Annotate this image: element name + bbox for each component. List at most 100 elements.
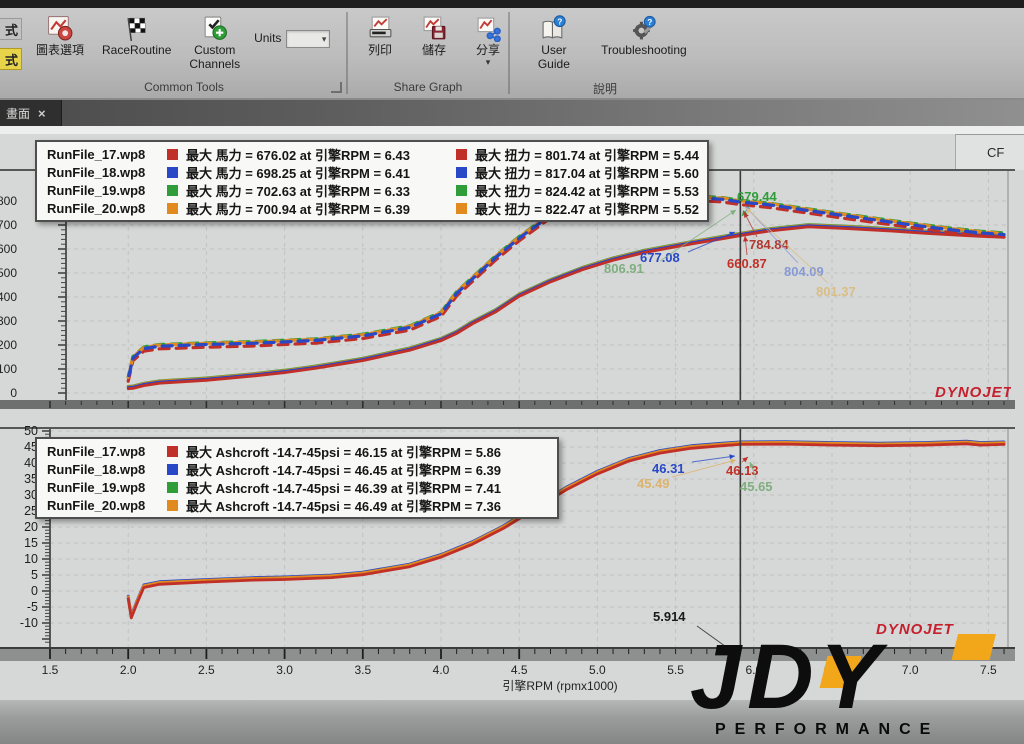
legend-max-boost-stat: 最大 Ashcroft -14.7-45psi = 46.45 at 引擎RPM…: [186, 462, 502, 478]
race-routine-label: RaceRoutine: [102, 43, 172, 57]
share-icon: [474, 14, 502, 42]
legend-color-swatch: [456, 166, 467, 178]
legend-run-file: RunFile_17.wp8: [47, 146, 146, 162]
legend-color-swatch: [167, 202, 178, 214]
group-label-share-graph: Share Graph: [393, 80, 463, 94]
legend-color-swatch: [167, 445, 178, 457]
close-tab-icon[interactable]: ×: [38, 105, 46, 121]
panel-bottom-band: [0, 700, 1024, 744]
jdy-yellow-accent: [819, 656, 862, 688]
chart-options-button[interactable]: 圖表選項: [32, 12, 88, 60]
legend-color-swatch: [456, 202, 467, 214]
group-label-help: 說明: [592, 82, 617, 96]
legend-row: RunFile_18.wp8 最大 馬力 = 698.25 at 引擎RPM = …: [47, 163, 699, 181]
legend-row: RunFile_17.wp8 最大 Ashcroft -14.7-45psi = …: [47, 442, 549, 460]
troubleshooting-label: Troubleshooting: [601, 43, 687, 57]
legend-color-swatch: [167, 463, 178, 475]
svg-text:?: ?: [558, 16, 563, 26]
legend-row: RunFile_18.wp8 最大 Ashcroft -14.7-45psi = …: [47, 460, 549, 478]
share-label: 分享: [475, 43, 500, 57]
legend-color-swatch: [167, 166, 178, 178]
legend-color-swatch: [167, 481, 178, 493]
jdy-letters: JDY: [690, 626, 889, 728]
legend-color-swatch: [167, 148, 178, 160]
legend-max-power-stat: 最大 馬力 = 702.63 at 引擎RPM = 6.33: [186, 183, 410, 199]
ribbon-toolbar: 式 式 圖表選項 RaceRoutine: [0, 8, 1024, 100]
legend-max-torque-stat: 最大 扭力 = 817.04 at 引擎RPM = 5.60: [475, 165, 699, 181]
legend-max-torque-stat: 最大 扭力 = 824.42 at 引擎RPM = 5.53: [475, 183, 699, 199]
user-guide-label: User Guide: [537, 43, 570, 71]
legend-row: RunFile_19.wp8 最大 馬力 = 702.63 at 引擎RPM = …: [47, 181, 699, 199]
panel-top-strip: [0, 126, 1024, 134]
legend-row: RunFile_20.wp8 最大 Ashcroft -14.7-45psi = …: [47, 496, 549, 514]
tab-title: 畫面: [6, 106, 31, 121]
svg-text:?: ?: [648, 16, 653, 26]
legend-max-torque-stat: 最大 扭力 = 822.47 at 引擎RPM = 5.52: [475, 201, 699, 217]
cf-label: CF: [987, 145, 1005, 160]
legend-run-file: RunFile_19.wp8: [47, 479, 146, 495]
save-icon: [420, 14, 448, 42]
ribbon-separator: [346, 12, 348, 94]
tab-bar: 畫面 ×: [0, 100, 1024, 126]
correction-factor-box: CF: [955, 134, 1024, 170]
window-top-edge: [0, 0, 1024, 8]
jdy-yellow-accent: [951, 634, 997, 660]
group-help: ? User Guide ? Troubleshooting 說明: [512, 8, 698, 98]
jdy-performance-text: PERFORMANCE: [715, 721, 939, 738]
jdy-performance-logo: JDY PERFORMANCE: [690, 626, 997, 738]
units-control: Units ▾: [254, 30, 331, 48]
custom-channels-button[interactable]: Custom Channels: [185, 12, 244, 74]
legend-max-boost-stat: 最大 Ashcroft -14.7-45psi = 46.15 at 引擎RPM…: [186, 444, 502, 460]
custom-channels-icon: [201, 14, 229, 42]
print-label: 列印: [367, 43, 392, 57]
troubleshooting-button[interactable]: ? Troubleshooting: [598, 12, 690, 60]
legend-run-file: RunFile_19.wp8: [47, 182, 146, 198]
legend-row: RunFile_20.wp8 最大 馬力 = 700.94 at 引擎RPM = …: [47, 199, 699, 217]
legend-run-file: RunFile_20.wp8: [47, 200, 146, 216]
legend-run-file: RunFile_17.wp8: [47, 443, 146, 459]
group-common-tools: 圖表選項 RaceRoutine Custom Channels Units: [24, 8, 344, 98]
user-guide-icon: ?: [540, 14, 568, 42]
ribbon-separator: [508, 12, 510, 94]
save-label: 儲存: [421, 43, 446, 57]
print-icon: [366, 14, 394, 42]
chart-options-label: 圖表選項: [36, 43, 85, 57]
race-routine-button[interactable]: RaceRoutine: [98, 12, 175, 60]
units-label: Units: [254, 31, 282, 46]
mode-button-1[interactable]: 式: [0, 18, 22, 40]
legend-color-swatch: [167, 499, 178, 511]
legend-color-swatch: [456, 148, 467, 160]
legend-max-power-stat: 最大 馬力 = 676.02 at 引擎RPM = 6.43: [186, 147, 410, 163]
legend-run-file: RunFile_18.wp8: [47, 461, 146, 477]
custom-channels-label: Custom Channels: [189, 43, 241, 71]
bottom-chart-legend: RunFile_17.wp8 最大 Ashcroft -14.7-45psi = …: [35, 437, 559, 519]
group-label-common-tools: Common Tools: [24, 80, 344, 98]
mode-button-2-selected[interactable]: 式: [0, 48, 22, 70]
units-dropdown[interactable]: ▾: [286, 30, 331, 48]
top-chart-legend: RunFile_17.wp8 最大 馬力 = 676.02 at 引擎RPM = …: [35, 140, 709, 222]
dynojet-watermark-bottom: DYNOJET: [876, 621, 954, 637]
legend-max-boost-stat: 最大 Ashcroft -14.7-45psi = 46.39 at 引擎RPM…: [186, 480, 502, 496]
print-button[interactable]: 列印: [358, 12, 402, 60]
group-share-graph: 列印 儲存 分享 ▾ Share Graph: [350, 8, 506, 98]
legend-color-swatch: [456, 184, 467, 196]
legend-row: RunFile_19.wp8 最大 Ashcroft -14.7-45psi = …: [47, 478, 549, 496]
legend-run-file: RunFile_18.wp8: [47, 164, 146, 180]
troubleshooting-icon: ?: [630, 14, 658, 42]
tab-graph-screen[interactable]: 畫面 ×: [0, 100, 62, 126]
legend-max-power-stat: 最大 馬力 = 698.25 at 引擎RPM = 6.41: [186, 165, 410, 181]
legend-color-swatch: [167, 184, 178, 196]
legend-row: RunFile_17.wp8 最大 馬力 = 676.02 at 引擎RPM = …: [47, 145, 699, 163]
legend-run-file: RunFile_20.wp8: [47, 497, 146, 513]
chevron-down-icon: ▾: [321, 33, 327, 44]
save-button[interactable]: 儲存: [412, 12, 456, 60]
ribbon-left-cut-buttons: 式 式: [0, 8, 24, 98]
chart-options-icon: [46, 14, 74, 42]
legend-max-torque-stat: 最大 扭力 = 801.74 at 引擎RPM = 5.44: [475, 147, 699, 163]
chevron-down-icon: ▾: [485, 56, 491, 67]
dialog-launcher-icon[interactable]: [331, 82, 342, 93]
user-guide-button[interactable]: ? User Guide: [520, 12, 588, 74]
share-button[interactable]: 分享 ▾: [466, 12, 510, 66]
dynojet-watermark-top: DYNOJET: [935, 384, 1011, 399]
